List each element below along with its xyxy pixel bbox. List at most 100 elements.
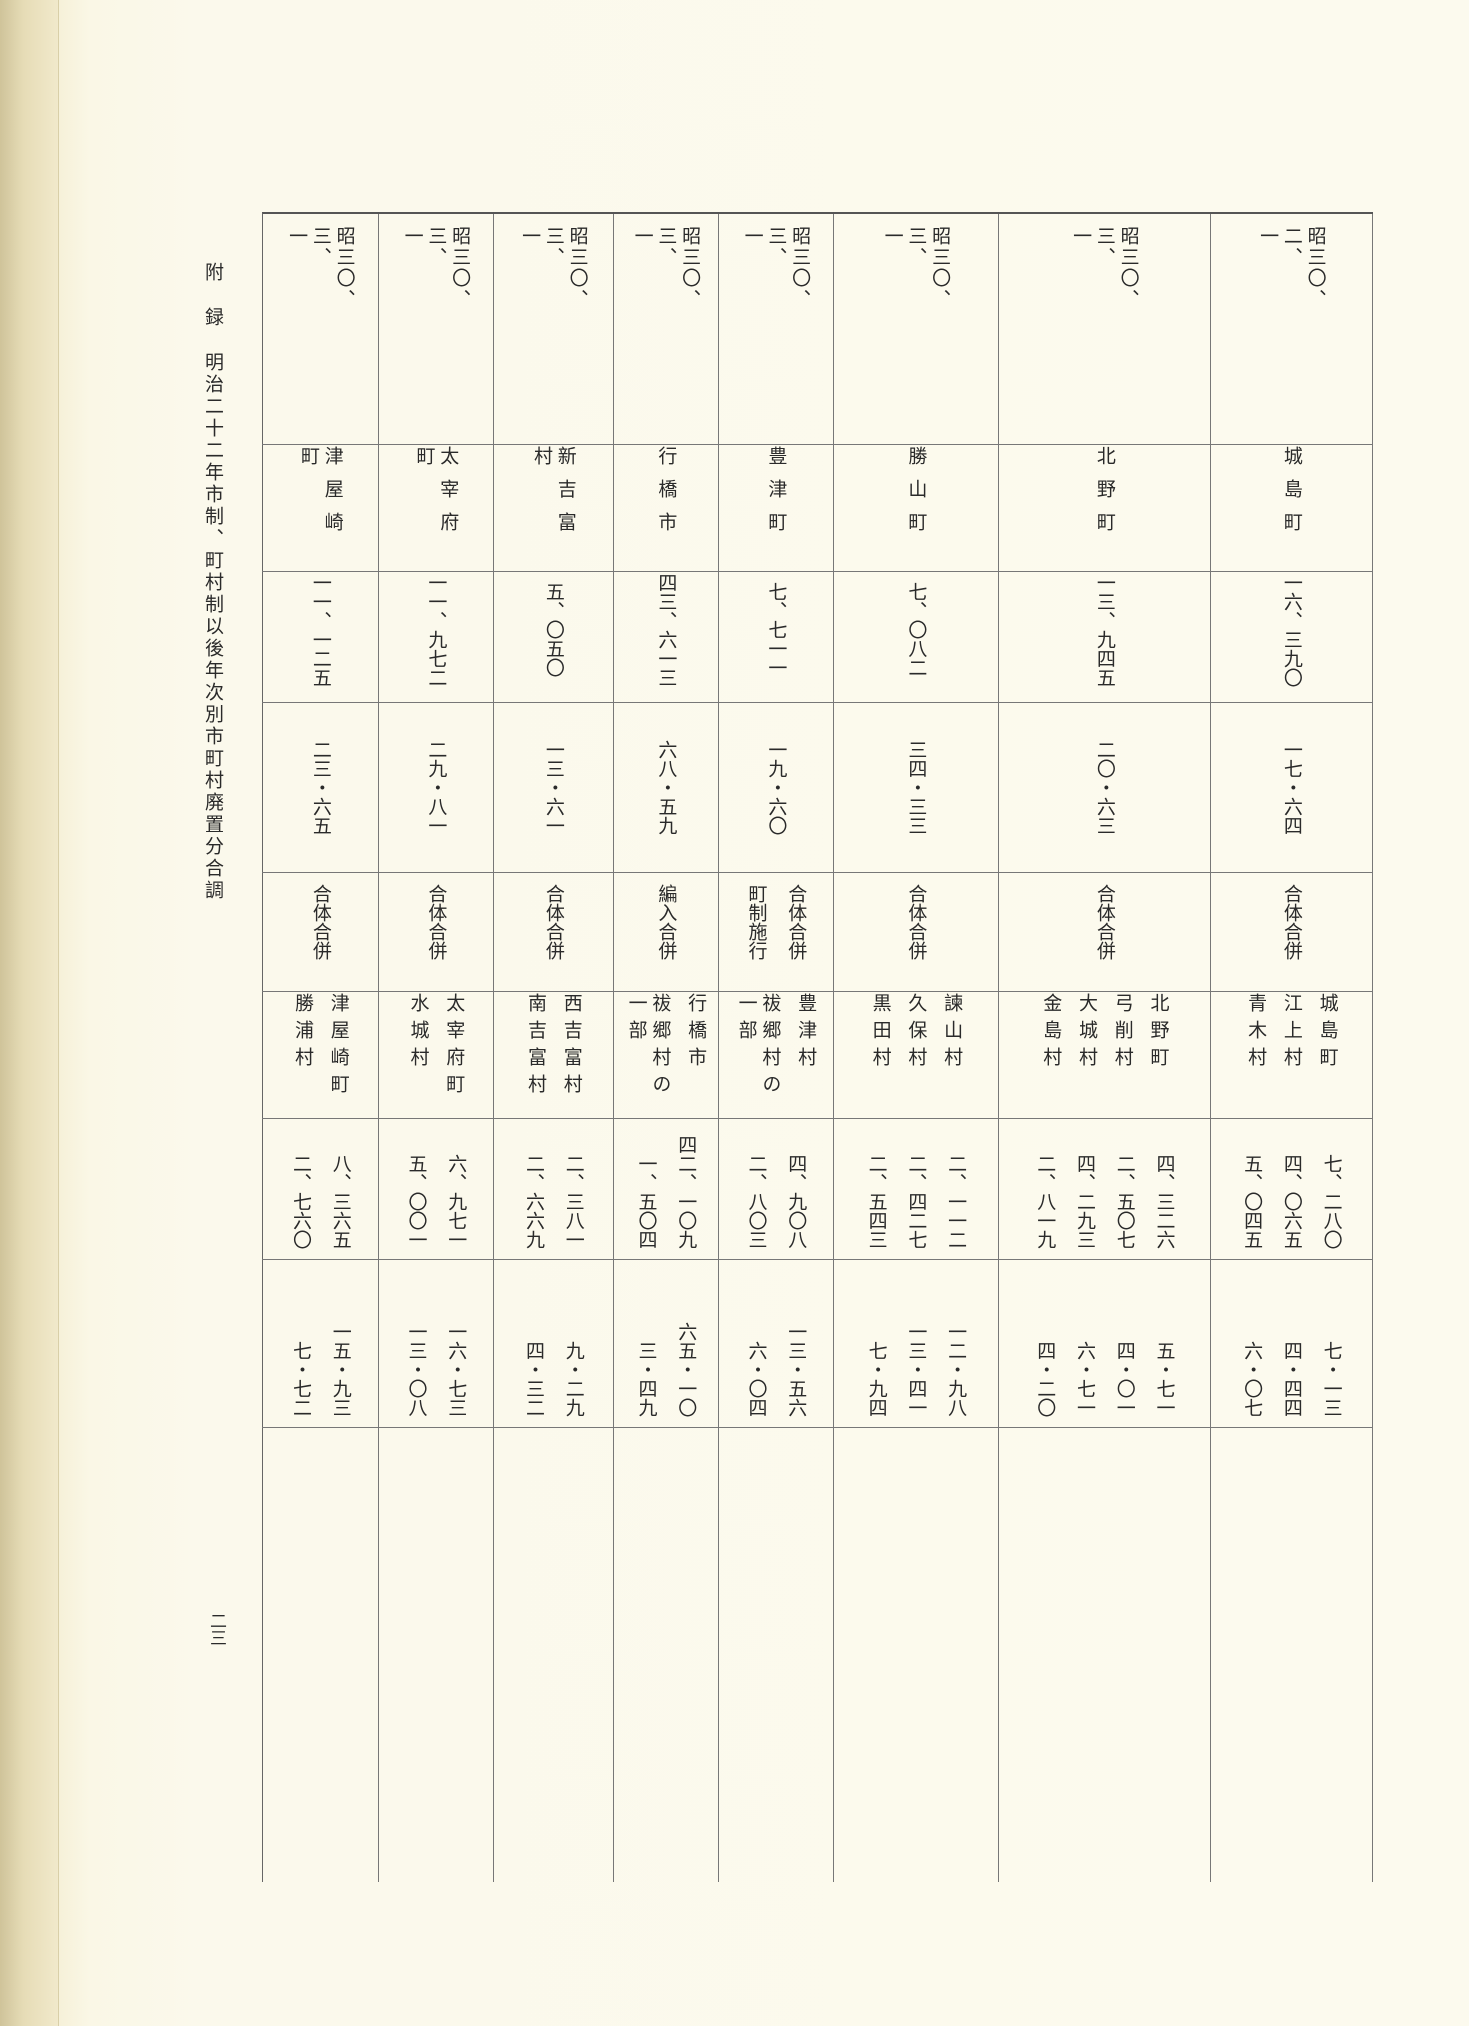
cell-old-populations: 六、九七一 五、〇〇一: [378, 1104, 493, 1260]
cell-old-areas: 七・一三 四・四四 六・〇七: [1210, 1249, 1372, 1428]
cell-old-populations: 二、一一二 二、四二七 二、五四三: [833, 1104, 998, 1260]
date-part: 一: [401, 226, 424, 247]
old-names-item: 行橋市: [685, 993, 708, 1074]
old-populations-item: 二、七六〇: [290, 1154, 312, 1249]
new-municipality-name: 勝山町: [905, 446, 928, 545]
cell-old-names: 西吉富村 南吉富村: [493, 979, 613, 1119]
running-head-part: 附: [202, 262, 224, 284]
old-names-item: 青木村: [1245, 993, 1268, 1074]
date-value: 昭三〇、 三、一: [517, 226, 589, 411]
old-areas-item: 四・四四: [1280, 1341, 1303, 1417]
old-areas-item: 一五・九三: [329, 1322, 352, 1417]
new-municipality-name: 新吉富村: [531, 446, 577, 545]
old-populations-item: 四、二九三: [1074, 1154, 1096, 1249]
old-populations-item: 六、九七一: [445, 1154, 468, 1249]
new-municipality-name: 太宰府町: [413, 446, 460, 545]
date-part: 昭三〇、: [449, 226, 472, 310]
date-part: 一: [881, 226, 904, 247]
cell-area: 一九・六〇: [718, 702, 833, 873]
cell-old-populations: 七、二八〇 四、〇六五 五、〇四五: [1210, 1104, 1372, 1260]
cell-area: 一三・六一: [493, 702, 613, 873]
book-binding-edge: [0, 0, 59, 2026]
new-municipality-name: 豊津町: [765, 446, 788, 545]
old-populations-item: 四、〇六五: [1280, 1154, 1303, 1249]
old-areas-item: 四・三二: [523, 1341, 545, 1417]
date-part: 二、: [1280, 226, 1303, 268]
merger-type: 編入合併: [655, 884, 678, 960]
old-areas-item: 五・七一: [1153, 1341, 1176, 1417]
old-names-item: 太宰府町: [443, 993, 466, 1101]
area-value: 一九・六〇: [765, 739, 788, 835]
cell-blank: [1210, 1417, 1372, 1882]
old-names-item: 江上村: [1280, 993, 1303, 1074]
cell-date: 昭三〇、 二、一: [1210, 214, 1372, 445]
cell-old-areas: 一六・七三 一三・〇八: [378, 1249, 493, 1428]
old-areas-item: 四・二〇: [1034, 1341, 1057, 1417]
old-areas-item: 一六・七三: [445, 1322, 468, 1417]
cell-old-populations: 四、三二六 二、五〇七 四、二九三 二、八一九: [998, 1104, 1210, 1260]
running-head-part: 録: [202, 307, 224, 330]
merger-table: 昭三〇、 二、一城島町 一六、三九〇 一七・六四 合体合併 城島町 江上村 青木村 七、二八〇四…: [262, 212, 1373, 1882]
old-areas-item: 七・一三: [1320, 1341, 1343, 1417]
date-part: 昭三〇、: [1117, 226, 1140, 310]
cell-old-names: 津屋崎町 勝浦村: [262, 979, 378, 1119]
area-value: 二九・八一: [425, 739, 448, 835]
date-part: 三、: [905, 226, 928, 268]
cell-old-populations: 四二、一〇九 一、五〇四: [613, 1104, 718, 1260]
cell-type: 合体合併: [378, 872, 493, 992]
old-populations-item: 一、五〇四: [635, 1154, 658, 1249]
old-areas-item: 三・四九: [635, 1341, 658, 1417]
cell-population: 五、〇五〇: [493, 557, 613, 703]
cell-type: 合体合併: [1210, 872, 1372, 992]
cell-population: 七、七一一: [718, 557, 833, 703]
population-value: 七、〇八二: [905, 582, 928, 677]
old-names-item: 水城村: [407, 993, 430, 1074]
old-names-item: 南吉富村: [525, 993, 547, 1101]
population-value: 一六、三九〇: [1280, 572, 1303, 687]
date-part: 一: [519, 226, 542, 247]
cell-date: 昭三〇、 三、一: [613, 214, 718, 445]
cell-old-areas: 一三・五六 六・〇四: [718, 1249, 833, 1428]
old-names-item: 北野町: [1147, 993, 1170, 1074]
cell-blank: [378, 1417, 493, 1882]
date-part: 三、: [655, 226, 678, 268]
cell-population: 四三、六一三: [613, 557, 718, 703]
date-part: 昭三〇、: [566, 226, 589, 310]
area-value: 三四・三三: [905, 739, 928, 835]
old-populations-item: 二、一一二: [945, 1154, 968, 1249]
merger-type: 合体合併: [905, 884, 928, 960]
merger-type: 合体合併: [1280, 884, 1303, 960]
old-areas-item: 一三・四一: [905, 1322, 928, 1417]
cell-type: 合体合併: [493, 872, 613, 992]
date-part: 一: [631, 226, 654, 247]
old-areas-item: 一三・〇八: [405, 1322, 428, 1417]
cell-date: 昭三〇、 三、一: [718, 214, 833, 445]
running-head: 附 録 明治二十二年市制、町村制以後年次別市町村廃置分合調: [200, 262, 227, 916]
table-column: 昭三〇、 三、一勝山町 七、〇八二 三四・三三 合体合併 諫山村 久保村 黒田村 二、一一二 二、…: [833, 214, 999, 1882]
cell-old-populations: 二、三八一 二、六六九: [493, 1104, 613, 1260]
old-areas-item: 七・九四: [865, 1341, 888, 1417]
cell-date: 昭三〇、 三、一: [833, 214, 998, 445]
population-value: 一三、九四五: [1093, 572, 1116, 687]
area-value: 六八・五九: [655, 739, 678, 835]
date-part: 三、: [765, 226, 788, 268]
old-names-item: 祓郷村の一部: [735, 993, 782, 1101]
date-value: 昭三〇、 三、一: [400, 226, 472, 411]
date-part: 昭三〇、: [333, 226, 356, 310]
area-value: 二〇・六三: [1093, 739, 1116, 835]
merger-type: 合体合併: [1093, 884, 1116, 960]
cell-area: 一七・六四: [1210, 702, 1372, 873]
new-municipality-name: 城島町: [1280, 446, 1303, 545]
date-part: 一: [741, 226, 764, 247]
old-populations-item: 四、三二六: [1153, 1154, 1176, 1249]
old-populations-item: 四二、一〇九: [675, 1135, 698, 1249]
area-value: 一三・六一: [542, 739, 565, 835]
cell-area: 二九・八一: [378, 702, 493, 873]
old-names-item: 祓郷村の一部: [625, 993, 672, 1101]
old-populations-item: 二、五〇七: [1113, 1154, 1136, 1249]
cell-name: 津屋崎町: [262, 432, 378, 572]
cell-old-areas: 五・七一 四・〇一 六・七一 四・二〇: [998, 1249, 1210, 1428]
cell-old-names: 太宰府町 水城村: [378, 979, 493, 1119]
cell-old-areas: 九・二九 四・三二: [493, 1249, 613, 1428]
table-column: 昭三〇、 三、一太宰府町 一一、九七二 二九・八一 合体合併 太宰府町 水城村 六、九七一 五、…: [378, 214, 494, 1882]
